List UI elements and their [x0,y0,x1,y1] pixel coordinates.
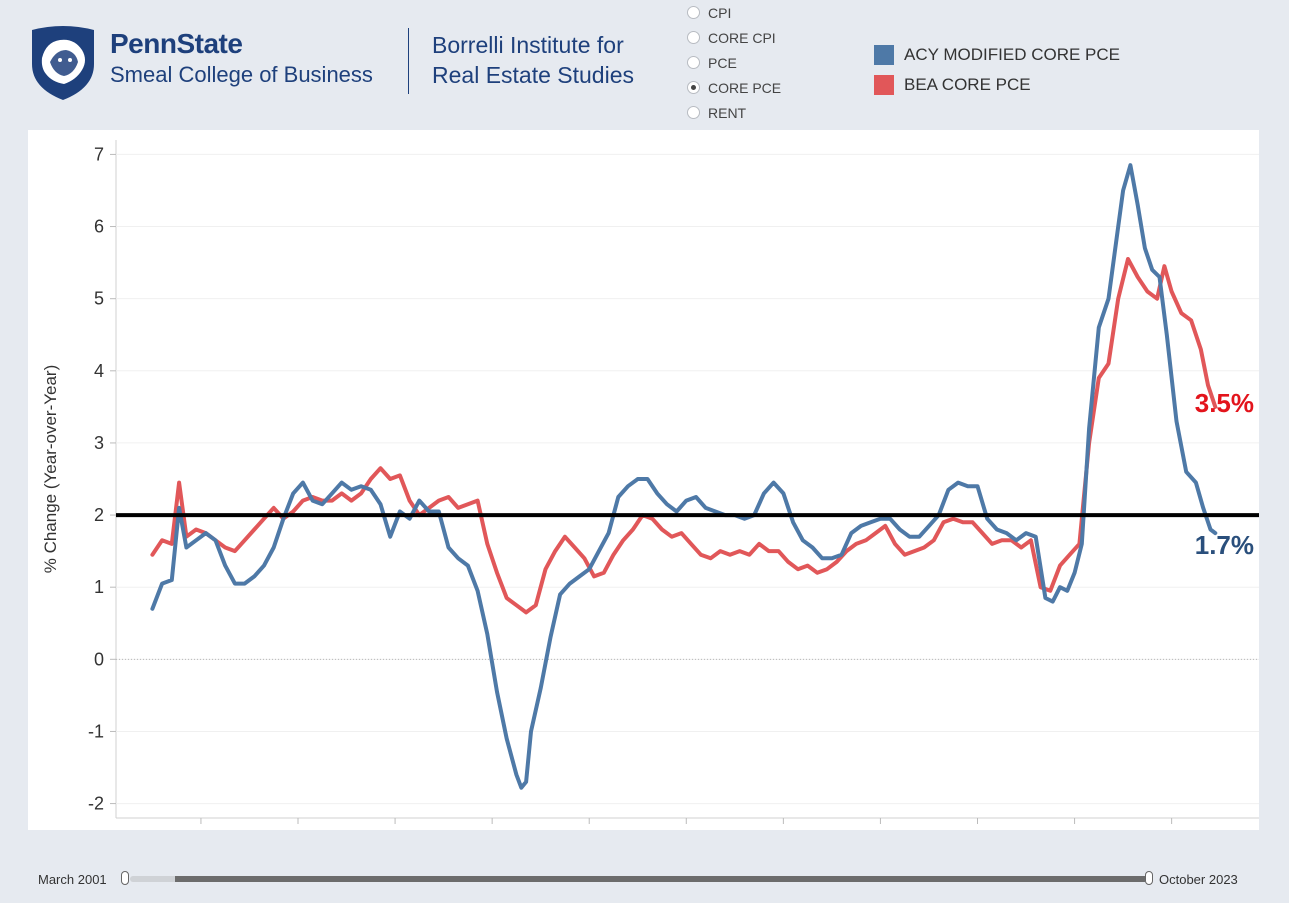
series-line-acy-modified-core-pce [150,163,1218,790]
brand-subtitle: Smeal College of Business [110,62,373,87]
radio-option-pce[interactable]: PCE [687,50,781,75]
radio-option-label: CORE PCE [708,79,782,96]
radio-button[interactable] [687,56,700,69]
series-line-bea-core-pce [150,257,1218,615]
acy-end-value-label: 1.7% [1195,530,1254,560]
line-chart: 76543210-1-22003200520072009201120132015… [41,140,1259,824]
slider-start-label: March 2001 [38,872,107,887]
radio-option-label: CORE CPI [708,29,776,46]
date-range-slider: March 2001 October 2023 [0,862,1289,896]
chart-panel: 76543210-1-22003200520072009201120132015… [28,130,1259,830]
radio-option-cpi[interactable]: CPI [687,0,781,25]
y-tick-label: 1 [94,577,104,597]
institute-title-line1: Borrelli Institute for [432,32,624,58]
slider-start-handle[interactable] [121,871,129,885]
header: PennState Smeal College of Business Borr… [0,0,1289,130]
y-tick-label: -1 [88,721,104,741]
legend-item-bea[interactable]: BEA CORE PCE [874,70,1120,100]
measure-radio-group: CPI CORE CPI PCE CORE PCE RENT [687,0,781,125]
y-tick-label: 2 [94,505,104,525]
y-tick-label: 0 [94,649,104,669]
radio-button-selected[interactable] [687,81,700,94]
y-tick-label: 5 [94,289,104,309]
legend-label: ACY MODIFIED CORE PCE [904,45,1120,64]
legend-item-acy[interactable]: ACY MODIFIED CORE PCE [874,40,1120,70]
header-divider [408,28,409,94]
radio-option-label: PCE [708,54,737,71]
y-axis-label: % Change (Year-over-Year) [41,365,60,574]
institute-title-line2: Real Estate Studies [432,62,635,88]
slider-selected-range[interactable] [175,876,1145,882]
radio-button[interactable] [687,6,700,19]
radio-button[interactable] [687,106,700,119]
chart-legend: ACY MODIFIED CORE PCE BEA CORE PCE [874,40,1120,100]
y-tick-label: -2 [88,794,104,814]
legend-label: BEA CORE PCE [904,75,1031,94]
radio-option-label: CPI [708,4,732,21]
legend-swatch-red [874,75,894,95]
radio-option-rent[interactable]: RENT [687,100,781,125]
y-tick-label: 3 [94,433,104,453]
radio-option-label: RENT [708,104,747,121]
radio-button[interactable] [687,31,700,44]
legend-swatch-blue [874,45,894,65]
bea-end-value-label: 3.5% [1195,388,1254,418]
nittany-lion-shield-icon [32,26,94,100]
y-tick-label: 7 [94,144,104,164]
slider-end-label: October 2023 [1159,872,1238,887]
brand-name: PennState [110,28,243,59]
radio-option-core-pce[interactable]: CORE PCE [687,75,781,100]
radio-option-core-cpi[interactable]: CORE CPI [687,25,781,50]
y-tick-label: 6 [94,217,104,237]
slider-end-handle[interactable] [1145,871,1153,885]
y-tick-label: 4 [94,361,104,381]
